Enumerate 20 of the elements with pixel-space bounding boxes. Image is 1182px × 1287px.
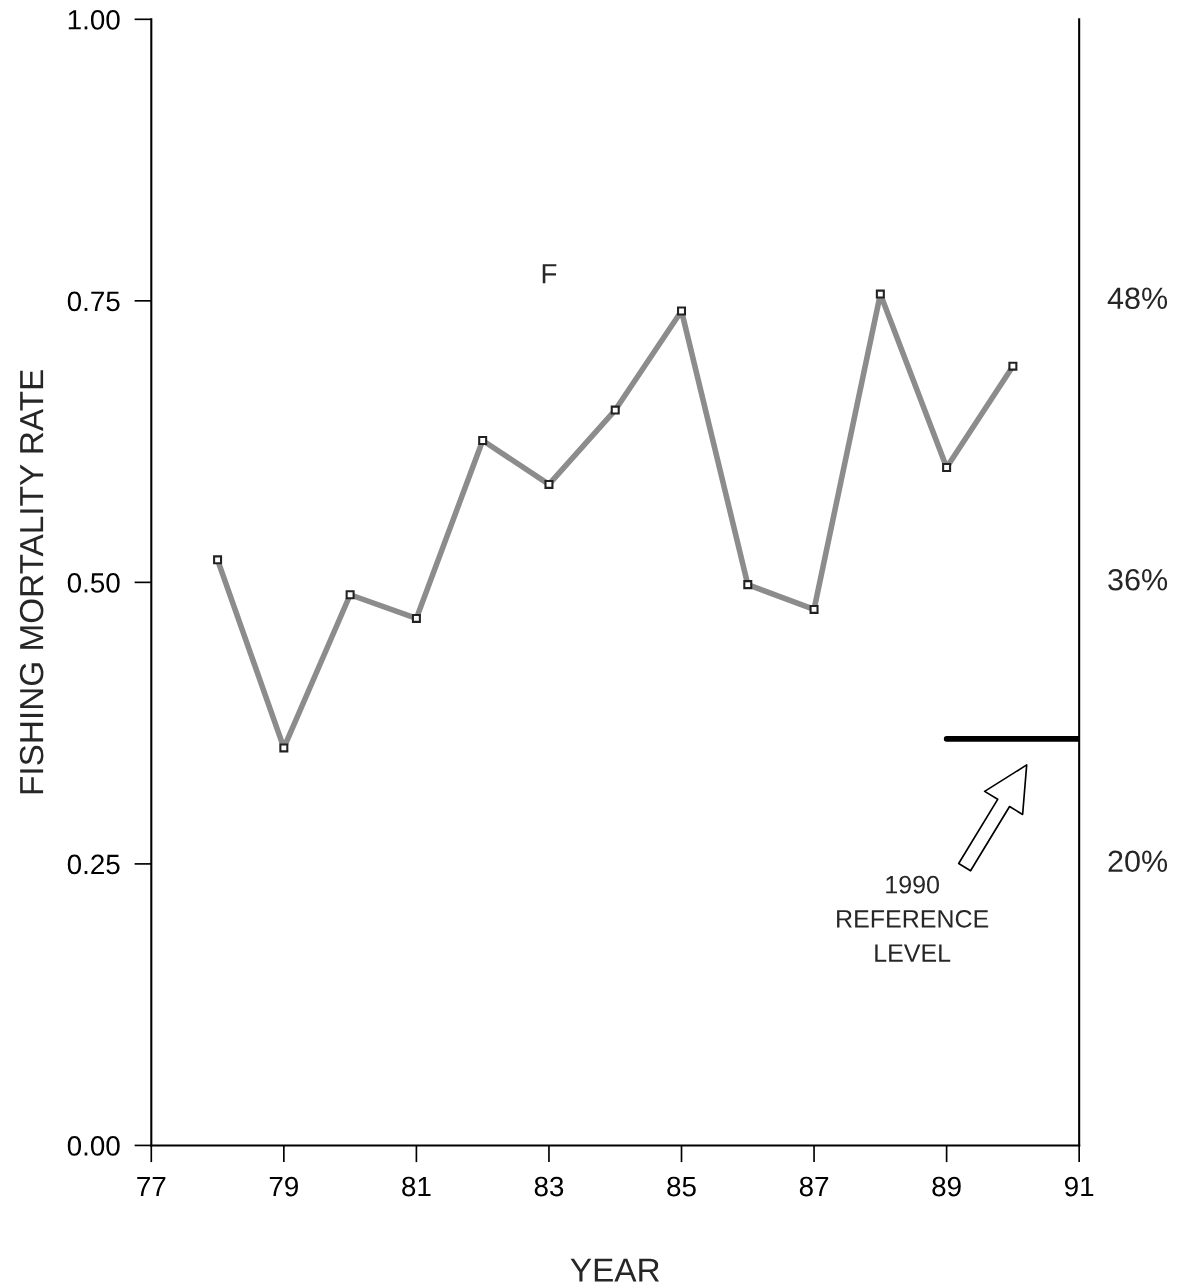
text: 36% bbox=[1108, 568, 1168, 591]
text: F bbox=[542, 264, 557, 284]
y-tick-label: 0.75 bbox=[67, 291, 120, 312]
x-tick-label: 91 bbox=[1065, 1176, 1094, 1197]
y-tick-label: 1.00 bbox=[68, 9, 120, 30]
text: 20% bbox=[1108, 850, 1168, 873]
x-tick-label: 85 bbox=[667, 1176, 696, 1197]
x-tick-label: 83 bbox=[534, 1176, 564, 1197]
x-tick-label: 89 bbox=[932, 1176, 961, 1197]
x-tick-label: 81 bbox=[402, 1176, 431, 1197]
y-tick-label: 0.50 bbox=[67, 573, 120, 593]
x-tick-label: 87 bbox=[799, 1176, 829, 1197]
y-axis-title: FISHING MORTALITY RATE bbox=[19, 370, 44, 794]
y-tick-label: 0.25 bbox=[67, 854, 120, 875]
annotation: 1990 REFERENCE LEVEL bbox=[837, 875, 989, 962]
y-tick-label: 0.00 bbox=[67, 1136, 120, 1156]
x-axis-title: YEAR bbox=[570, 1258, 660, 1282]
x-tick-label: 79 bbox=[269, 1176, 298, 1197]
text: 48% bbox=[1107, 287, 1168, 310]
x-tick-label: 77 bbox=[137, 1177, 166, 1197]
